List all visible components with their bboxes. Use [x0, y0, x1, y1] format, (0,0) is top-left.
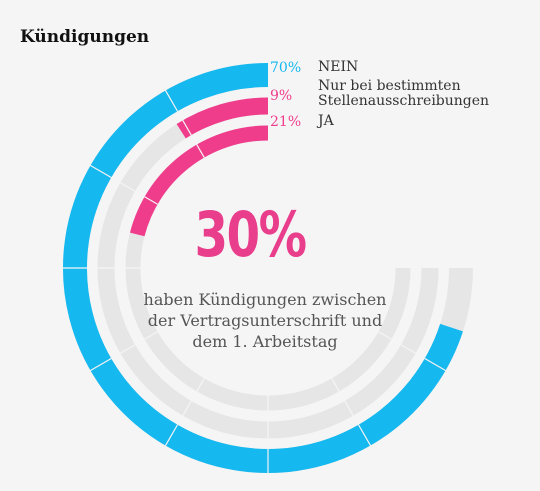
legend-pct-nein: 70% [270, 60, 302, 76]
segment-divider [196, 378, 205, 392]
segment-divider [90, 357, 112, 372]
segment-divider [164, 424, 179, 446]
segment-divider [164, 90, 179, 112]
segment-divider [120, 344, 136, 354]
track-nur-bei [97, 97, 439, 439]
center-description-line3: dem 1. Arbeitstag [192, 332, 338, 351]
segment-divider [120, 182, 136, 192]
chart-title: Kündigungen [20, 27, 150, 47]
segment-divider [331, 378, 340, 392]
center-description-line2: der Vertragsunterschrift und [147, 311, 383, 330]
legend-pct-nur-bei: 9% [270, 88, 293, 104]
bar-nein [63, 63, 463, 473]
center-description-line1: haben Kündigungen zwischen [143, 290, 387, 309]
legend-label-ja: JA [318, 113, 334, 129]
legend-label-nein: NEIN [318, 59, 359, 75]
legend-label-nur-bei-line1: Nur bei bestimmten [318, 78, 461, 94]
segment-divider [144, 196, 158, 205]
segment-divider [182, 400, 192, 416]
segment-divider [144, 331, 158, 340]
segment-divider [182, 120, 192, 136]
bar-ja [129, 125, 269, 237]
segment-divider [378, 331, 392, 340]
segment-divider [400, 344, 416, 354]
segment-divider [90, 164, 112, 179]
legend-pct-ja: 21% [270, 114, 302, 130]
bar-nur-bei [176, 97, 269, 139]
segment-divider [357, 424, 372, 446]
segment-divider [196, 144, 205, 158]
center-description: haben Kündigungen zwischen der Vertragsu… [110, 289, 420, 352]
legend-label-nur-bei-line2: Stellenausschreibungen [318, 93, 490, 109]
center-value: 30% [194, 198, 307, 271]
segment-divider [424, 357, 446, 372]
segment-divider [344, 400, 354, 416]
